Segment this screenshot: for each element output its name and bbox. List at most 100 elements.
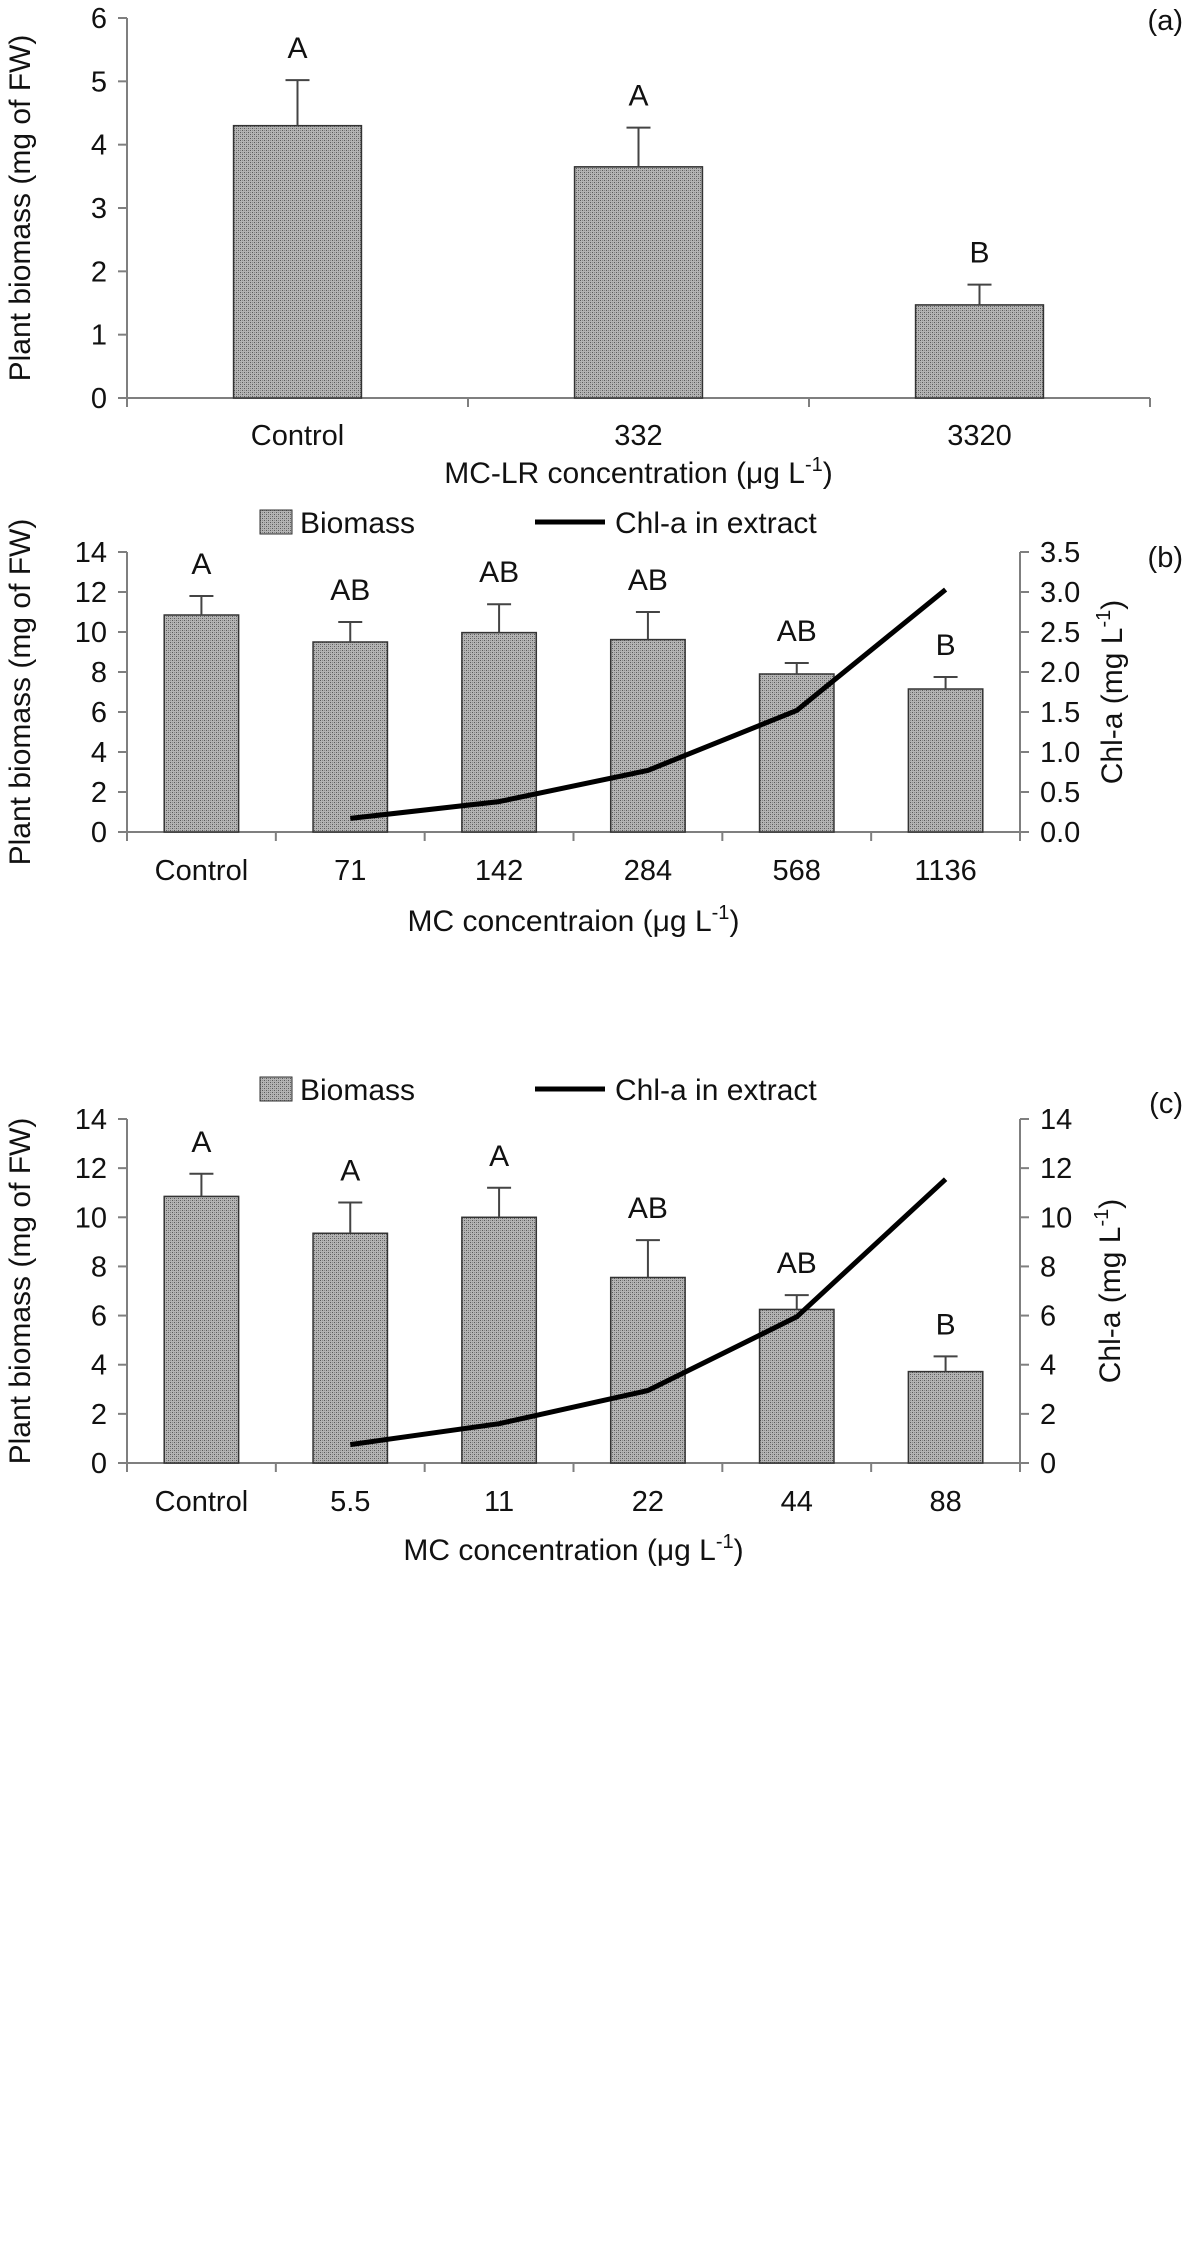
y-tick-label: 12 [75,1153,107,1185]
legend-swatch-biomass [259,509,293,535]
x-axis-title-tail: ) [823,457,833,490]
x-axis-title-tail: ) [729,905,739,938]
x-axis-title-sup: -1 [716,1531,734,1553]
significance-letter: B [969,237,989,270]
y2-axis-title-main: Chl-a (mg L [1096,628,1129,785]
x-axis-title-main: MC-LR concentration (μg L [444,457,805,490]
bar [609,1276,686,1464]
y-tick-label: 6 [91,1301,107,1333]
significance-letter: A [340,1155,360,1188]
x-axis-title-sup: -1 [805,454,823,476]
y2-tick-label: 0 [1040,1448,1056,1480]
y2-tick-label: 4 [1040,1350,1056,1382]
y-tick-label: 2 [91,256,107,288]
chart-panel-b: 0 2 4 6 8 10 12 14 0.0 0.5 1.0 1.5 2.0 2.5 3.0 3.5 A Cont… [4,507,1183,938]
y-tick-label: 4 [91,130,107,162]
y-tick-label: 10 [75,617,107,649]
legend-label-biomass: Biomass [300,1074,415,1107]
x-axis-title-main: MC concentration (μg L [403,1534,715,1567]
legend-swatch-biomass [259,1076,293,1102]
y-tick-label: 2 [91,1399,107,1431]
bar [914,304,1045,399]
significance-letter: AB [777,1247,817,1280]
x-axis-title-tail: ) [734,1534,744,1567]
x-axis-title: MC concentration (μg L-1) [403,1531,743,1567]
y2-tick-label: 2 [1040,1399,1056,1431]
y-tick-label: 3 [91,193,107,225]
significance-letter: AB [628,564,668,597]
x-axis-title-main: MC concentraion (μg L [408,905,712,938]
x-tick-label: Control [251,420,345,452]
panel-label: (a) [1148,5,1183,37]
significance-letter: B [936,629,956,662]
y-tick-label: 0 [91,1448,107,1480]
y-axis-title: Plant biomass (mg of FW) [4,519,37,866]
chl-a-line [349,1177,948,1448]
y2-axis-title-tail: ) [1094,1199,1127,1209]
x-tick-label: 44 [781,1486,813,1518]
x-tick-label: 1136 [914,855,976,887]
chart-panel-c: 0 2 4 6 8 10 12 14 0 2 4 6 8 10 12 14 A Control A 5.5 A 11 AB 2… [4,1074,1183,1567]
y2-tick-label: 0.0 [1040,817,1080,849]
y2-tick-label: 14 [1040,1104,1072,1136]
legend-label-chl-a: Chl-a in extract [615,1074,817,1107]
bar [312,1232,389,1464]
x-tick-label: Control [155,855,249,887]
y2-tick-label: 3.0 [1040,577,1080,609]
y-tick-label: 10 [75,1202,107,1234]
y-tick-label: 4 [91,737,107,769]
bar [609,638,686,833]
x-tick-label: Control [155,1486,249,1518]
significance-letter: AB [479,556,519,589]
y2-axis-title: Chl-a (mg L-1) [1093,600,1129,785]
significance-letter: A [191,1126,211,1159]
bar [163,614,240,833]
y-axis-title: Plant biomass (mg of FW) [4,35,37,382]
significance-letter: A [628,80,648,113]
legend-label-chl-a: Chl-a in extract [615,507,817,540]
y2-tick-label: 2.5 [1040,617,1080,649]
y2-tick-label: 1.0 [1040,737,1080,769]
significance-letter: AB [330,574,370,607]
y2-axis-title-main: Chl-a (mg L [1094,1227,1127,1384]
x-tick-label: 142 [475,855,523,887]
y-tick-label: 5 [91,66,107,98]
y2-axis-title-sup: -1 [1091,1209,1113,1227]
bar [907,688,984,833]
bar [232,124,363,399]
significance-letter: A [489,1140,509,1173]
y-tick-label: 8 [91,1251,107,1283]
significance-letter: B [936,1308,956,1341]
panel-label: (b) [1148,542,1183,574]
bar [163,1195,240,1464]
y-axis-title: Plant biomass (mg of FW) [4,1118,37,1465]
chl-a-line [350,587,948,821]
y-tick-label: 12 [75,577,107,609]
significance-letter: A [287,32,307,65]
legend-label-biomass: Biomass [300,507,415,540]
y-tick-label: 0 [91,817,107,849]
x-tick-label: 5.5 [330,1486,370,1518]
bar [907,1370,984,1464]
y-tick-label: 14 [75,1104,107,1136]
x-tick-label: 284 [624,855,672,887]
significance-letter: AB [628,1192,668,1225]
y2-tick-label: 3.5 [1040,537,1080,569]
y2-tick-label: 2.0 [1040,657,1080,689]
y2-tick-label: 6 [1040,1301,1056,1333]
x-tick-label: 22 [632,1486,664,1518]
y-tick-label: 6 [91,3,107,35]
x-tick-label: 332 [614,420,662,452]
y2-axis-title-tail: ) [1096,600,1129,610]
y2-axis-title: Chl-a (mg L-1) [1091,1199,1127,1384]
y-tick-label: 0 [91,383,107,415]
x-tick-label: 71 [334,855,366,887]
significance-letter: AB [777,615,817,648]
bar [758,1308,835,1464]
y2-tick-label: 0.5 [1040,777,1080,809]
significance-letter: A [191,548,211,581]
y-tick-label: 1 [91,320,107,352]
bar [758,673,835,833]
x-tick-label: 88 [929,1486,961,1518]
